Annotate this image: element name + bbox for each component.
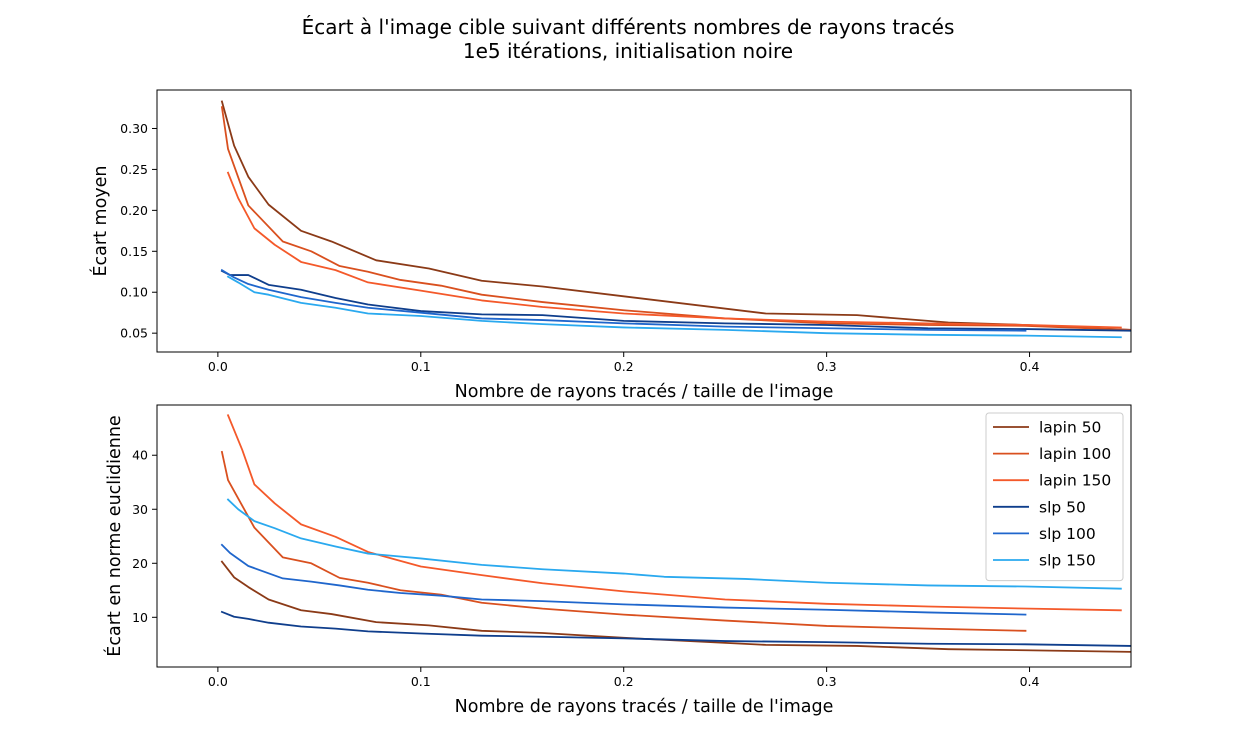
top-y-tick-label: 0.30 bbox=[120, 121, 148, 136]
top-x-tick-label: 0.0 bbox=[208, 359, 228, 374]
bottom-x-tick-label: 0.0 bbox=[208, 674, 228, 689]
top-x-tick-label: 0.3 bbox=[817, 359, 837, 374]
top-x-axis-label: Nombre de rayons tracés / taille de l'im… bbox=[455, 382, 834, 402]
figure-title-line2: 1e5 itérations, initialisation noire bbox=[463, 39, 793, 63]
bottom-chart-panel: 0.0 0.1 0.2 0.3 0.4 10 20 30 40 Nombre de rayons … bbox=[103, 404, 1132, 717]
top-x-tick-label: 0.4 bbox=[1020, 359, 1040, 374]
top-x-tick-label: 0.2 bbox=[614, 359, 634, 374]
legend-entry-slp-50: slp 50 bbox=[1039, 498, 1086, 516]
bottom-x-tick-label: 0.3 bbox=[817, 674, 837, 689]
bottom-axes-frame bbox=[156, 404, 1132, 668]
bottom-series-line-lapin-50 bbox=[220, 560, 1131, 653]
bottom-x-axis-label: Nombre de rayons tracés / taille de l'im… bbox=[455, 697, 834, 717]
top-series-line-slp-100 bbox=[220, 268, 1027, 332]
legend-entry-lapin-100: lapin 100 bbox=[1039, 445, 1111, 463]
top-y-axis-label: Écart moyen bbox=[89, 166, 111, 277]
top-y-tick-label: 0.10 bbox=[120, 285, 148, 300]
figure-title-line1: Écart à l'image cible suivant différents… bbox=[302, 15, 955, 39]
top-axes-frame bbox=[156, 89, 1132, 353]
bottom-series-line-slp-100 bbox=[220, 543, 1027, 616]
top-series-line-slp-150 bbox=[226, 275, 1122, 339]
top-series-line-lapin-50 bbox=[220, 100, 1131, 331]
bottom-x-tick-label: 0.1 bbox=[411, 674, 431, 689]
bottom-series-line-slp-150 bbox=[226, 498, 1122, 590]
legend-entry-lapin-150: lapin 150 bbox=[1039, 472, 1111, 490]
bottom-y-tick-label: 20 bbox=[132, 556, 148, 571]
bottom-y-axis-label: Écart en norme euclidienne bbox=[103, 415, 125, 656]
legend-entry-lapin-50: lapin 50 bbox=[1039, 419, 1101, 437]
top-y-tick-label: 0.15 bbox=[120, 244, 148, 259]
legend-entry-slp-150: slp 150 bbox=[1039, 552, 1096, 570]
top-series-line-lapin-150 bbox=[226, 171, 1122, 329]
bottom-series-line-lapin-100 bbox=[220, 450, 1027, 632]
top-x-tick-label: 0.1 bbox=[411, 359, 431, 374]
top-series-line-lapin-100 bbox=[220, 106, 1131, 331]
bottom-x-tick-label: 0.4 bbox=[1020, 674, 1040, 689]
bottom-series-line-lapin-150 bbox=[226, 414, 1122, 612]
bottom-x-tick-label: 0.2 bbox=[614, 674, 634, 689]
legend-box bbox=[985, 412, 1124, 582]
bottom-y-tick-label: 10 bbox=[132, 610, 148, 625]
top-y-tick-label: 0.05 bbox=[120, 326, 148, 341]
bottom-series-line-slp-50 bbox=[220, 610, 1131, 647]
top-chart-panel: 0.0 0.1 0.2 0.3 0.4 0.05 0.10 0.15 0.20 0.25 0.30 N… bbox=[89, 89, 1132, 402]
top-y-tick-label: 0.25 bbox=[120, 162, 148, 177]
bottom-legend: lapin 50 lapin 100 lapin 150 slp 50 slp 100 s… bbox=[985, 412, 1124, 582]
legend-entry-slp-100: slp 100 bbox=[1039, 525, 1096, 543]
top-y-tick-label: 0.20 bbox=[120, 203, 148, 218]
top-series-line-slp-50 bbox=[220, 269, 1131, 332]
bottom-y-tick-label: 40 bbox=[132, 448, 148, 463]
bottom-y-tick-label: 30 bbox=[132, 502, 148, 517]
